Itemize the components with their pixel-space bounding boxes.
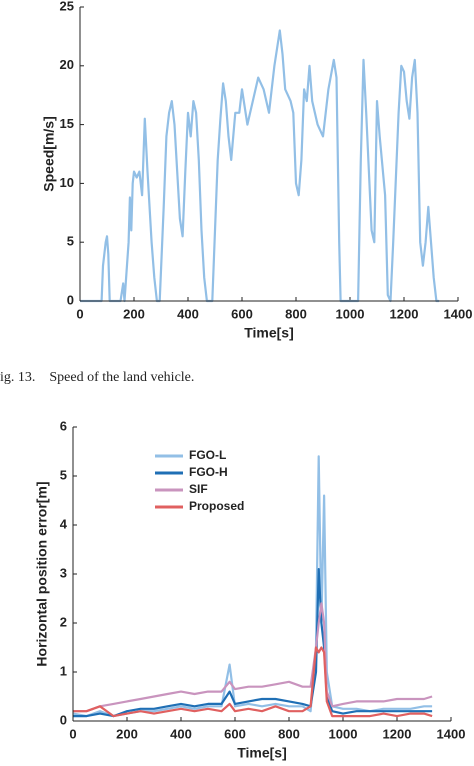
legend-label: SIF — [189, 482, 208, 496]
x-tick-label: 400 — [170, 726, 192, 741]
x-axis-label: Time[s] — [237, 745, 287, 761]
y-tick-label: 20 — [60, 57, 74, 72]
x-tick-label: 1000 — [336, 306, 365, 321]
x-tick-label: 800 — [278, 726, 300, 741]
x-tick-label: 0 — [76, 306, 83, 321]
y-tick-label: 2 — [60, 614, 67, 629]
x-tick-label: 200 — [116, 726, 138, 741]
y-tick-label: 1 — [60, 663, 67, 678]
data-line — [72, 455, 433, 718]
y-axis-label: Speed[m/s] — [41, 116, 57, 191]
y-tick-label: 6 — [60, 418, 67, 433]
y-axis-label: Horizontal position error[m] — [34, 481, 50, 666]
legend-label: FGO-L — [189, 448, 226, 462]
x-tick-label: 1200 — [390, 306, 419, 321]
legend-label: Proposed — [189, 499, 244, 513]
y-tick-label: 0 — [67, 292, 74, 307]
data-line — [80, 29, 440, 303]
y-tick-label: 5 — [60, 467, 67, 482]
y-tick-label: 25 — [60, 0, 74, 13]
data-line — [73, 602, 433, 713]
x-tick-label: 200 — [123, 306, 145, 321]
x-tick-label: 1000 — [329, 726, 358, 741]
x-axis-label: Time[s] — [244, 325, 294, 341]
legend-label: FGO-H — [189, 465, 228, 479]
y-tick-label: 10 — [60, 175, 74, 190]
data-line — [73, 646, 433, 718]
y-tick-label: 0 — [60, 712, 67, 727]
x-tick-label: 600 — [231, 306, 253, 321]
x-tick-label: 1400 — [444, 306, 473, 321]
y-tick-label: 5 — [67, 234, 74, 249]
y-tick-label: 3 — [60, 565, 67, 580]
x-tick-label: 1400 — [437, 726, 466, 741]
y-tick-label: 4 — [60, 516, 68, 531]
caption: ig. 13. Speed of the land vehicle. — [0, 370, 194, 385]
y-tick-label: 15 — [60, 116, 74, 131]
x-tick-label: 800 — [285, 306, 307, 321]
x-tick-label: 600 — [224, 726, 246, 741]
x-tick-label: 0 — [69, 726, 76, 741]
x-tick-label: 1200 — [383, 726, 412, 741]
x-tick-label: 400 — [177, 306, 199, 321]
data-line — [73, 568, 433, 718]
